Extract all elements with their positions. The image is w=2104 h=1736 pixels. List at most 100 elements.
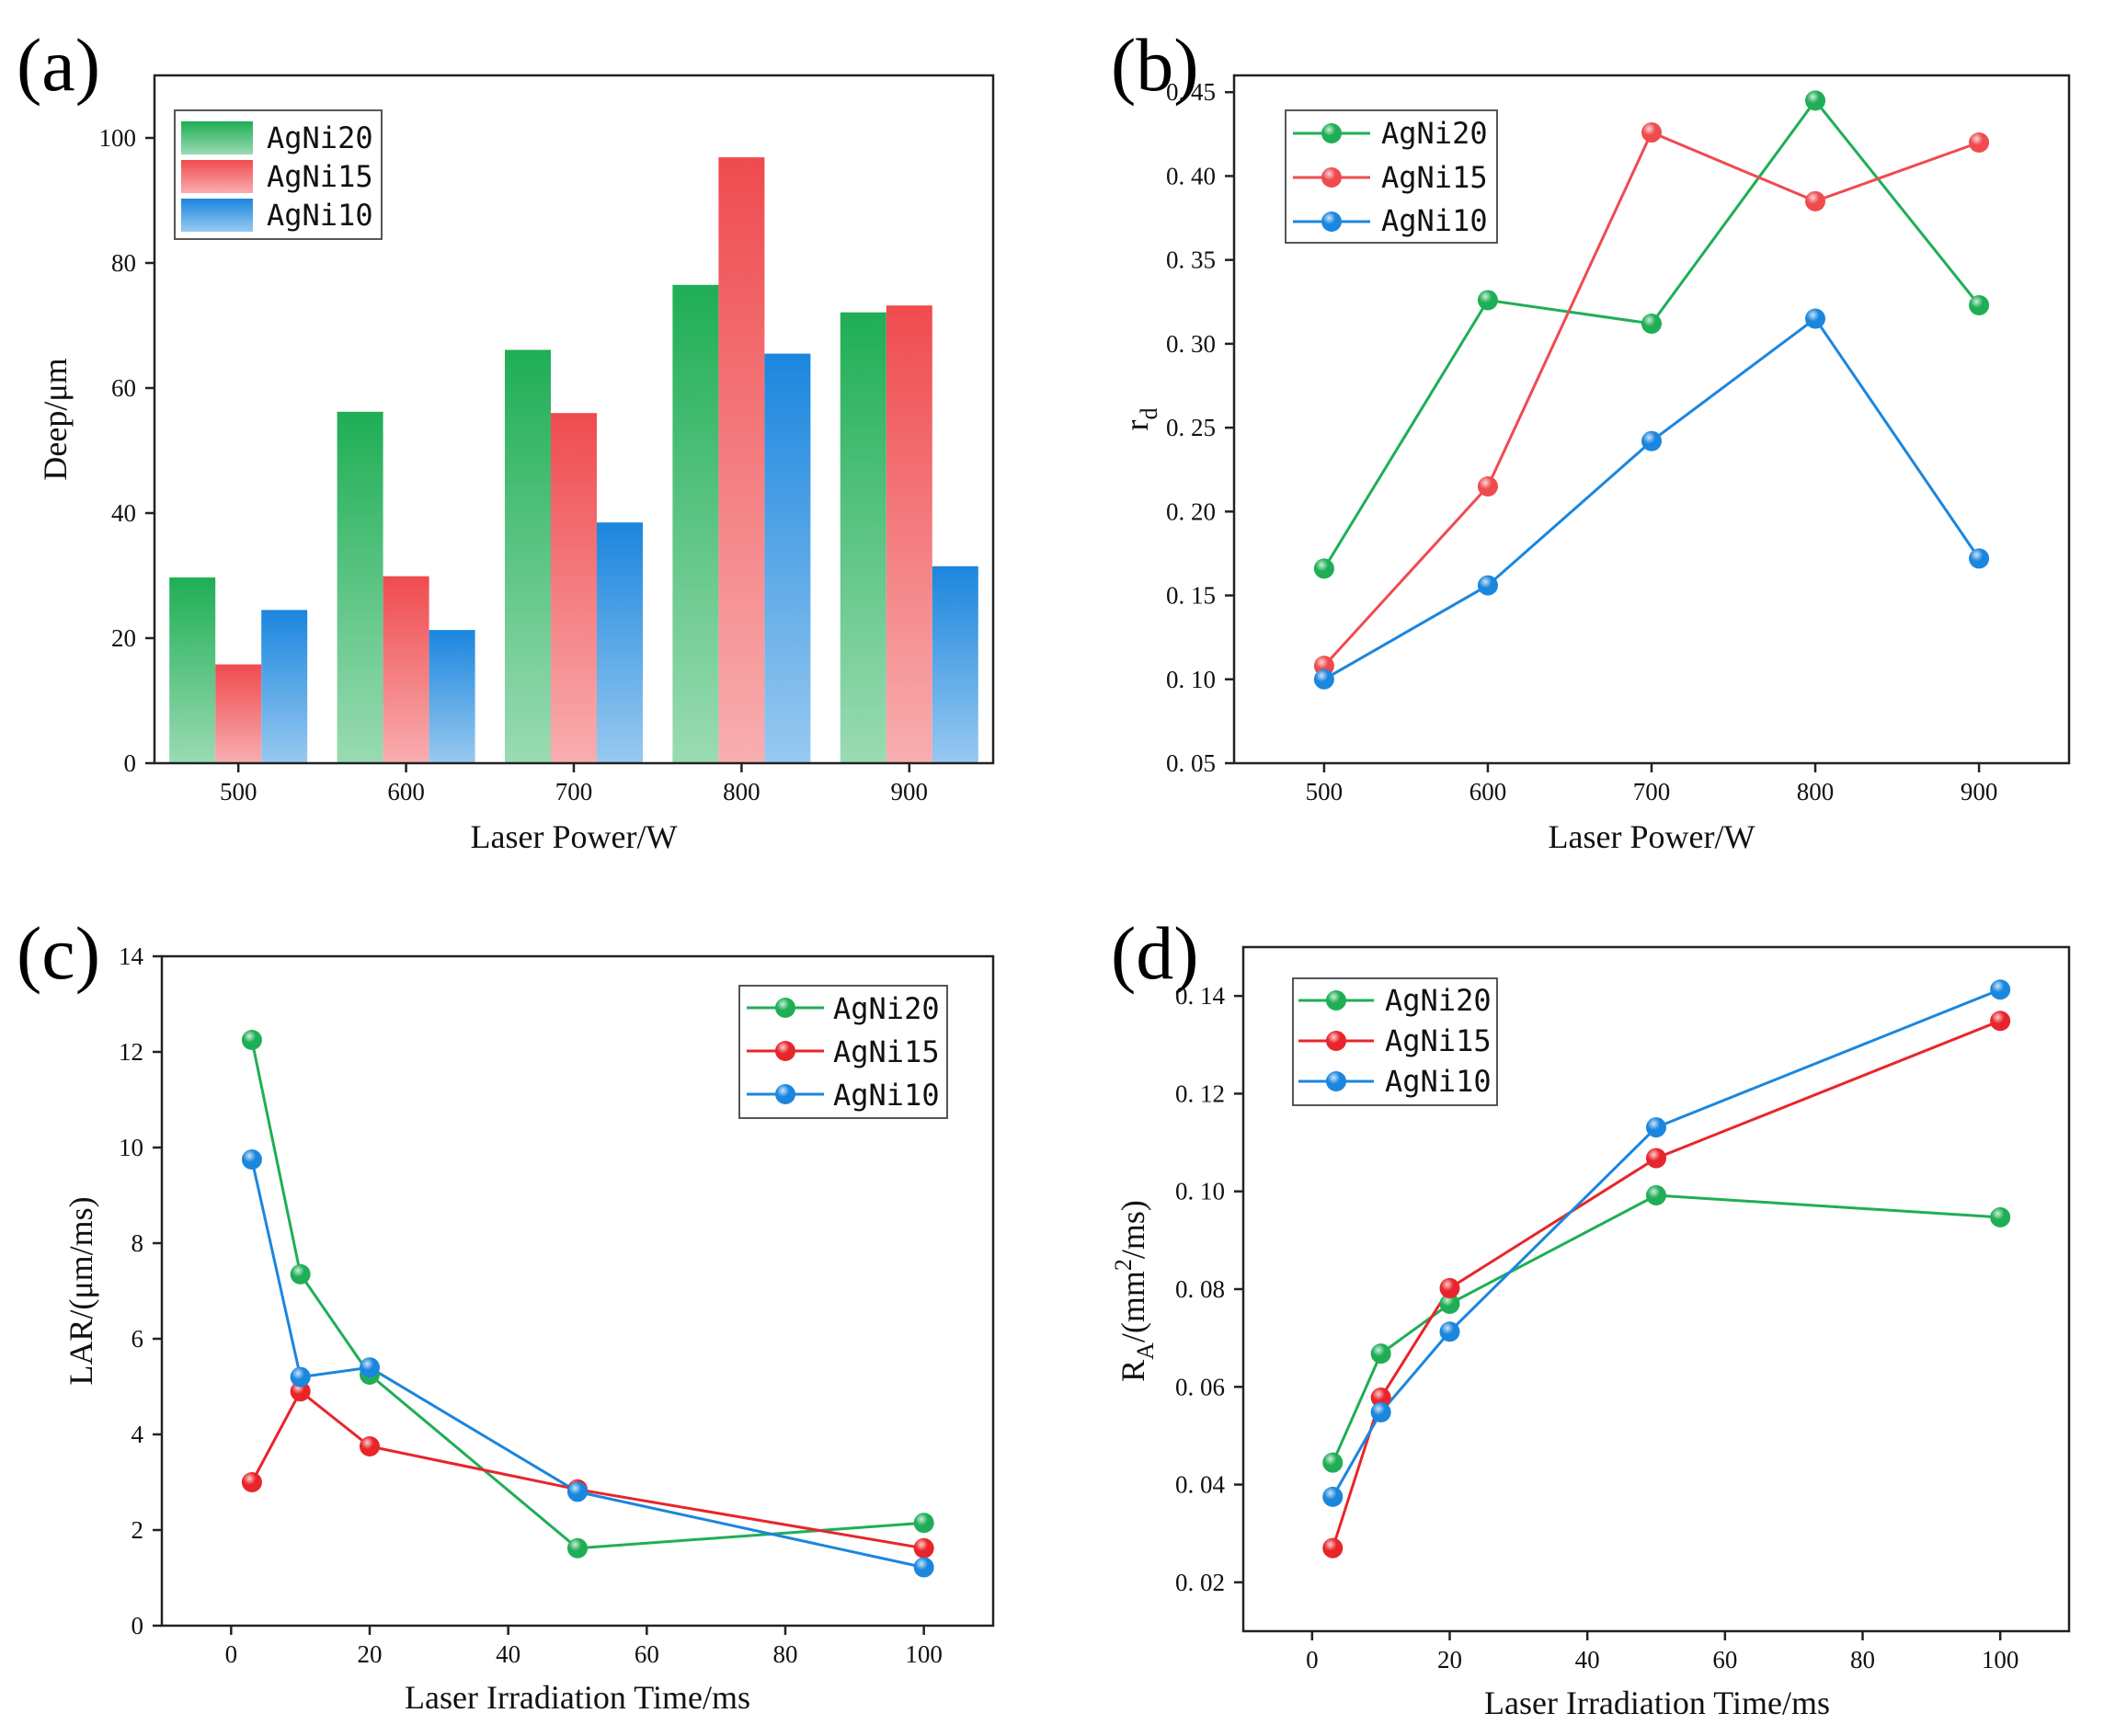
pb-y-tick-label: 0. 45 bbox=[1166, 78, 1216, 106]
pc-point-agni10-3 bbox=[241, 1149, 262, 1170]
pb-line-agni10 bbox=[1323, 316, 1981, 681]
panel-a-legend-swatch-agni20 bbox=[181, 121, 253, 154]
panel-d-y-axis-title-main: R bbox=[1115, 1360, 1151, 1382]
pd-y-tick-label: 0. 06 bbox=[1175, 1373, 1225, 1400]
pb-point-agni10-700 bbox=[1641, 430, 1662, 451]
bar-agni20-600 bbox=[337, 411, 383, 763]
pb-y-tick-label: 0. 15 bbox=[1166, 582, 1216, 610]
pb-y-tick-label: 0. 20 bbox=[1166, 497, 1216, 525]
pb-point-agni15-900 bbox=[1969, 131, 1990, 153]
panel-a-ticks: 500 600 700 800 900 0 20 40 60 80 100 bbox=[99, 124, 929, 805]
panel-c-legend-label-agni15: AgNi15 bbox=[833, 1034, 940, 1069]
pc-line-agni10 bbox=[250, 1159, 925, 1570]
pd-point-agni15-10 bbox=[1370, 1387, 1391, 1408]
panel-d-series bbox=[1322, 979, 2011, 1559]
pb-point-agni10-800 bbox=[1805, 308, 1826, 329]
pc-point-agni20-10 bbox=[290, 1263, 311, 1285]
panel-a-y-tick-label: 40 bbox=[111, 499, 136, 527]
panel-b-legend-label-agni15: AgNi15 bbox=[1381, 160, 1488, 195]
pd-x-tick-label: 40 bbox=[1575, 1646, 1600, 1673]
pd-legend-marker-agni15 bbox=[1326, 1031, 1346, 1051]
pc-point-agni15-100 bbox=[913, 1537, 934, 1559]
panel-a-legend: AgNi20 AgNi15 AgNi10 bbox=[174, 109, 383, 240]
pc-legend-marker-agni15 bbox=[775, 1041, 795, 1061]
panel-d-legend-label-agni20: AgNi20 bbox=[1385, 983, 1492, 1018]
pb-y-tick-label: 0. 10 bbox=[1166, 666, 1216, 693]
pb-point-agni20-800 bbox=[1805, 90, 1826, 111]
panel-d-y-axis-title-end: /ms) bbox=[1115, 1200, 1151, 1259]
bar-agni15-900 bbox=[886, 305, 932, 763]
panel-d-legend-label-agni10: AgNi10 bbox=[1385, 1064, 1492, 1099]
pc-x-tick-label: 20 bbox=[358, 1640, 383, 1668]
pb-y-tick-label: 0. 40 bbox=[1166, 162, 1216, 189]
panel-b-y-axis-title: rd bbox=[1118, 408, 1162, 431]
panel-b-series bbox=[1313, 90, 1990, 690]
panel-c-plot-frame bbox=[160, 954, 995, 1628]
panel-a-y-tick-label: 20 bbox=[111, 624, 136, 652]
panel-a-legend-label-agni10: AgNi10 bbox=[267, 198, 373, 233]
pd-point-agni10-50 bbox=[1646, 1117, 1666, 1138]
pc-y-tick-label: 10 bbox=[119, 1134, 143, 1161]
pc-point-agni10-100 bbox=[913, 1557, 934, 1578]
bar-agni15-700 bbox=[551, 413, 597, 763]
panel-d-letter: (d) bbox=[1111, 911, 1199, 995]
pc-point-agni20-50 bbox=[567, 1537, 588, 1559]
panel-c-legend-marks bbox=[747, 998, 824, 1104]
pc-y-tick-label: 6 bbox=[132, 1325, 144, 1353]
panel-a-y-tick-label: 100 bbox=[99, 124, 137, 152]
pc-point-agni20-3 bbox=[241, 1030, 262, 1050]
panel-c-ticks: 0 20 40 60 80 100 0 2 4 6 8 10 12 14 bbox=[119, 942, 943, 1668]
bar-agni15-500 bbox=[215, 664, 262, 763]
pd-y-tick-label: 0. 08 bbox=[1175, 1275, 1225, 1303]
pb-point-agni20-900 bbox=[1969, 294, 1990, 315]
pb-point-agni10-900 bbox=[1969, 548, 1990, 569]
pb-y-tick-label: 0. 25 bbox=[1166, 414, 1216, 441]
pd-y-tick-label: 0. 10 bbox=[1175, 1178, 1225, 1205]
panel-a-legend-swatch-agni10 bbox=[181, 199, 253, 232]
pc-point-agni15-10 bbox=[290, 1381, 311, 1402]
panel-d: (d) 0 20 40 60 80 100 0. 02 0. 04 0. 06 0. 08 0. 1… bbox=[1110, 911, 2071, 1721]
panel-b-ticks: 500 600 700 800 900 0. 05 0. 10 0. 15 0. 20 0. 25… bbox=[1166, 78, 1997, 805]
pb-point-agni10-600 bbox=[1477, 575, 1498, 596]
panel-b-legend-label-agni20: AgNi20 bbox=[1381, 116, 1488, 151]
bar-agni10-700 bbox=[597, 522, 643, 763]
panel-b-y-axis-title-main: r bbox=[1118, 420, 1155, 431]
panel-a-x-tick-label: 700 bbox=[555, 778, 593, 805]
panel-c-legend: AgNi20 AgNi15 AgNi10 bbox=[738, 985, 948, 1119]
panel-c: (c) 0 20 40 60 80 100 0 2 4 6 8 10 12 14 Laser Irradi… bbox=[17, 911, 995, 1716]
pd-y-tick-label: 0. 12 bbox=[1175, 1079, 1225, 1107]
pb-point-agni15-600 bbox=[1477, 475, 1498, 497]
pd-point-agni15-20 bbox=[1439, 1277, 1460, 1298]
bar-agni10-900 bbox=[932, 565, 978, 763]
pc-x-tick-label: 60 bbox=[635, 1640, 659, 1668]
panel-c-legend-label-agni20: AgNi20 bbox=[833, 991, 940, 1026]
bar-agni20-900 bbox=[840, 312, 886, 763]
panel-b: (b) 500 600 700 800 900 0. 05 0. 10 0. 15 0. 20 0… bbox=[1111, 23, 2071, 855]
pd-legend-marker-agni20 bbox=[1326, 990, 1346, 1011]
panel-b-legend: AgNi20 AgNi15 AgNi10 bbox=[1285, 109, 1498, 244]
pc-legend-marker-agni20 bbox=[775, 998, 795, 1018]
panel-a-bars bbox=[169, 157, 978, 763]
panel-a-y-tick-label: 0 bbox=[124, 749, 137, 777]
pd-point-agni20-10 bbox=[1370, 1343, 1391, 1365]
pc-point-agni20-100 bbox=[913, 1513, 934, 1534]
panel-a-x-tick-label: 600 bbox=[387, 778, 425, 805]
panel-d-y-axis-title: RA/(mm2/ms) bbox=[1110, 1200, 1159, 1382]
pb-y-tick-label: 0. 35 bbox=[1166, 246, 1216, 274]
pd-point-agni20-50 bbox=[1646, 1184, 1666, 1205]
pb-x-tick-label: 800 bbox=[1797, 778, 1835, 805]
pb-y-tick-label: 0. 05 bbox=[1166, 749, 1216, 777]
panel-a-x-tick-label: 800 bbox=[723, 778, 760, 805]
pd-point-agni10-20 bbox=[1439, 1321, 1460, 1342]
bar-agni10-600 bbox=[429, 630, 475, 763]
pc-y-tick-label: 4 bbox=[132, 1421, 144, 1448]
pd-point-agni15-100 bbox=[1990, 1011, 2011, 1032]
panel-b-legend-label-agni10: AgNi10 bbox=[1381, 203, 1488, 238]
pb-x-tick-label: 900 bbox=[1961, 778, 1998, 805]
pc-point-agni15-20 bbox=[360, 1436, 380, 1456]
panel-d-legend: AgNi20 AgNi15 AgNi10 bbox=[1292, 977, 1498, 1106]
pd-point-agni20-20 bbox=[1439, 1293, 1460, 1314]
bar-agni20-500 bbox=[169, 577, 216, 763]
pc-point-agni10-50 bbox=[567, 1481, 588, 1502]
pc-x-tick-label: 100 bbox=[905, 1640, 943, 1668]
